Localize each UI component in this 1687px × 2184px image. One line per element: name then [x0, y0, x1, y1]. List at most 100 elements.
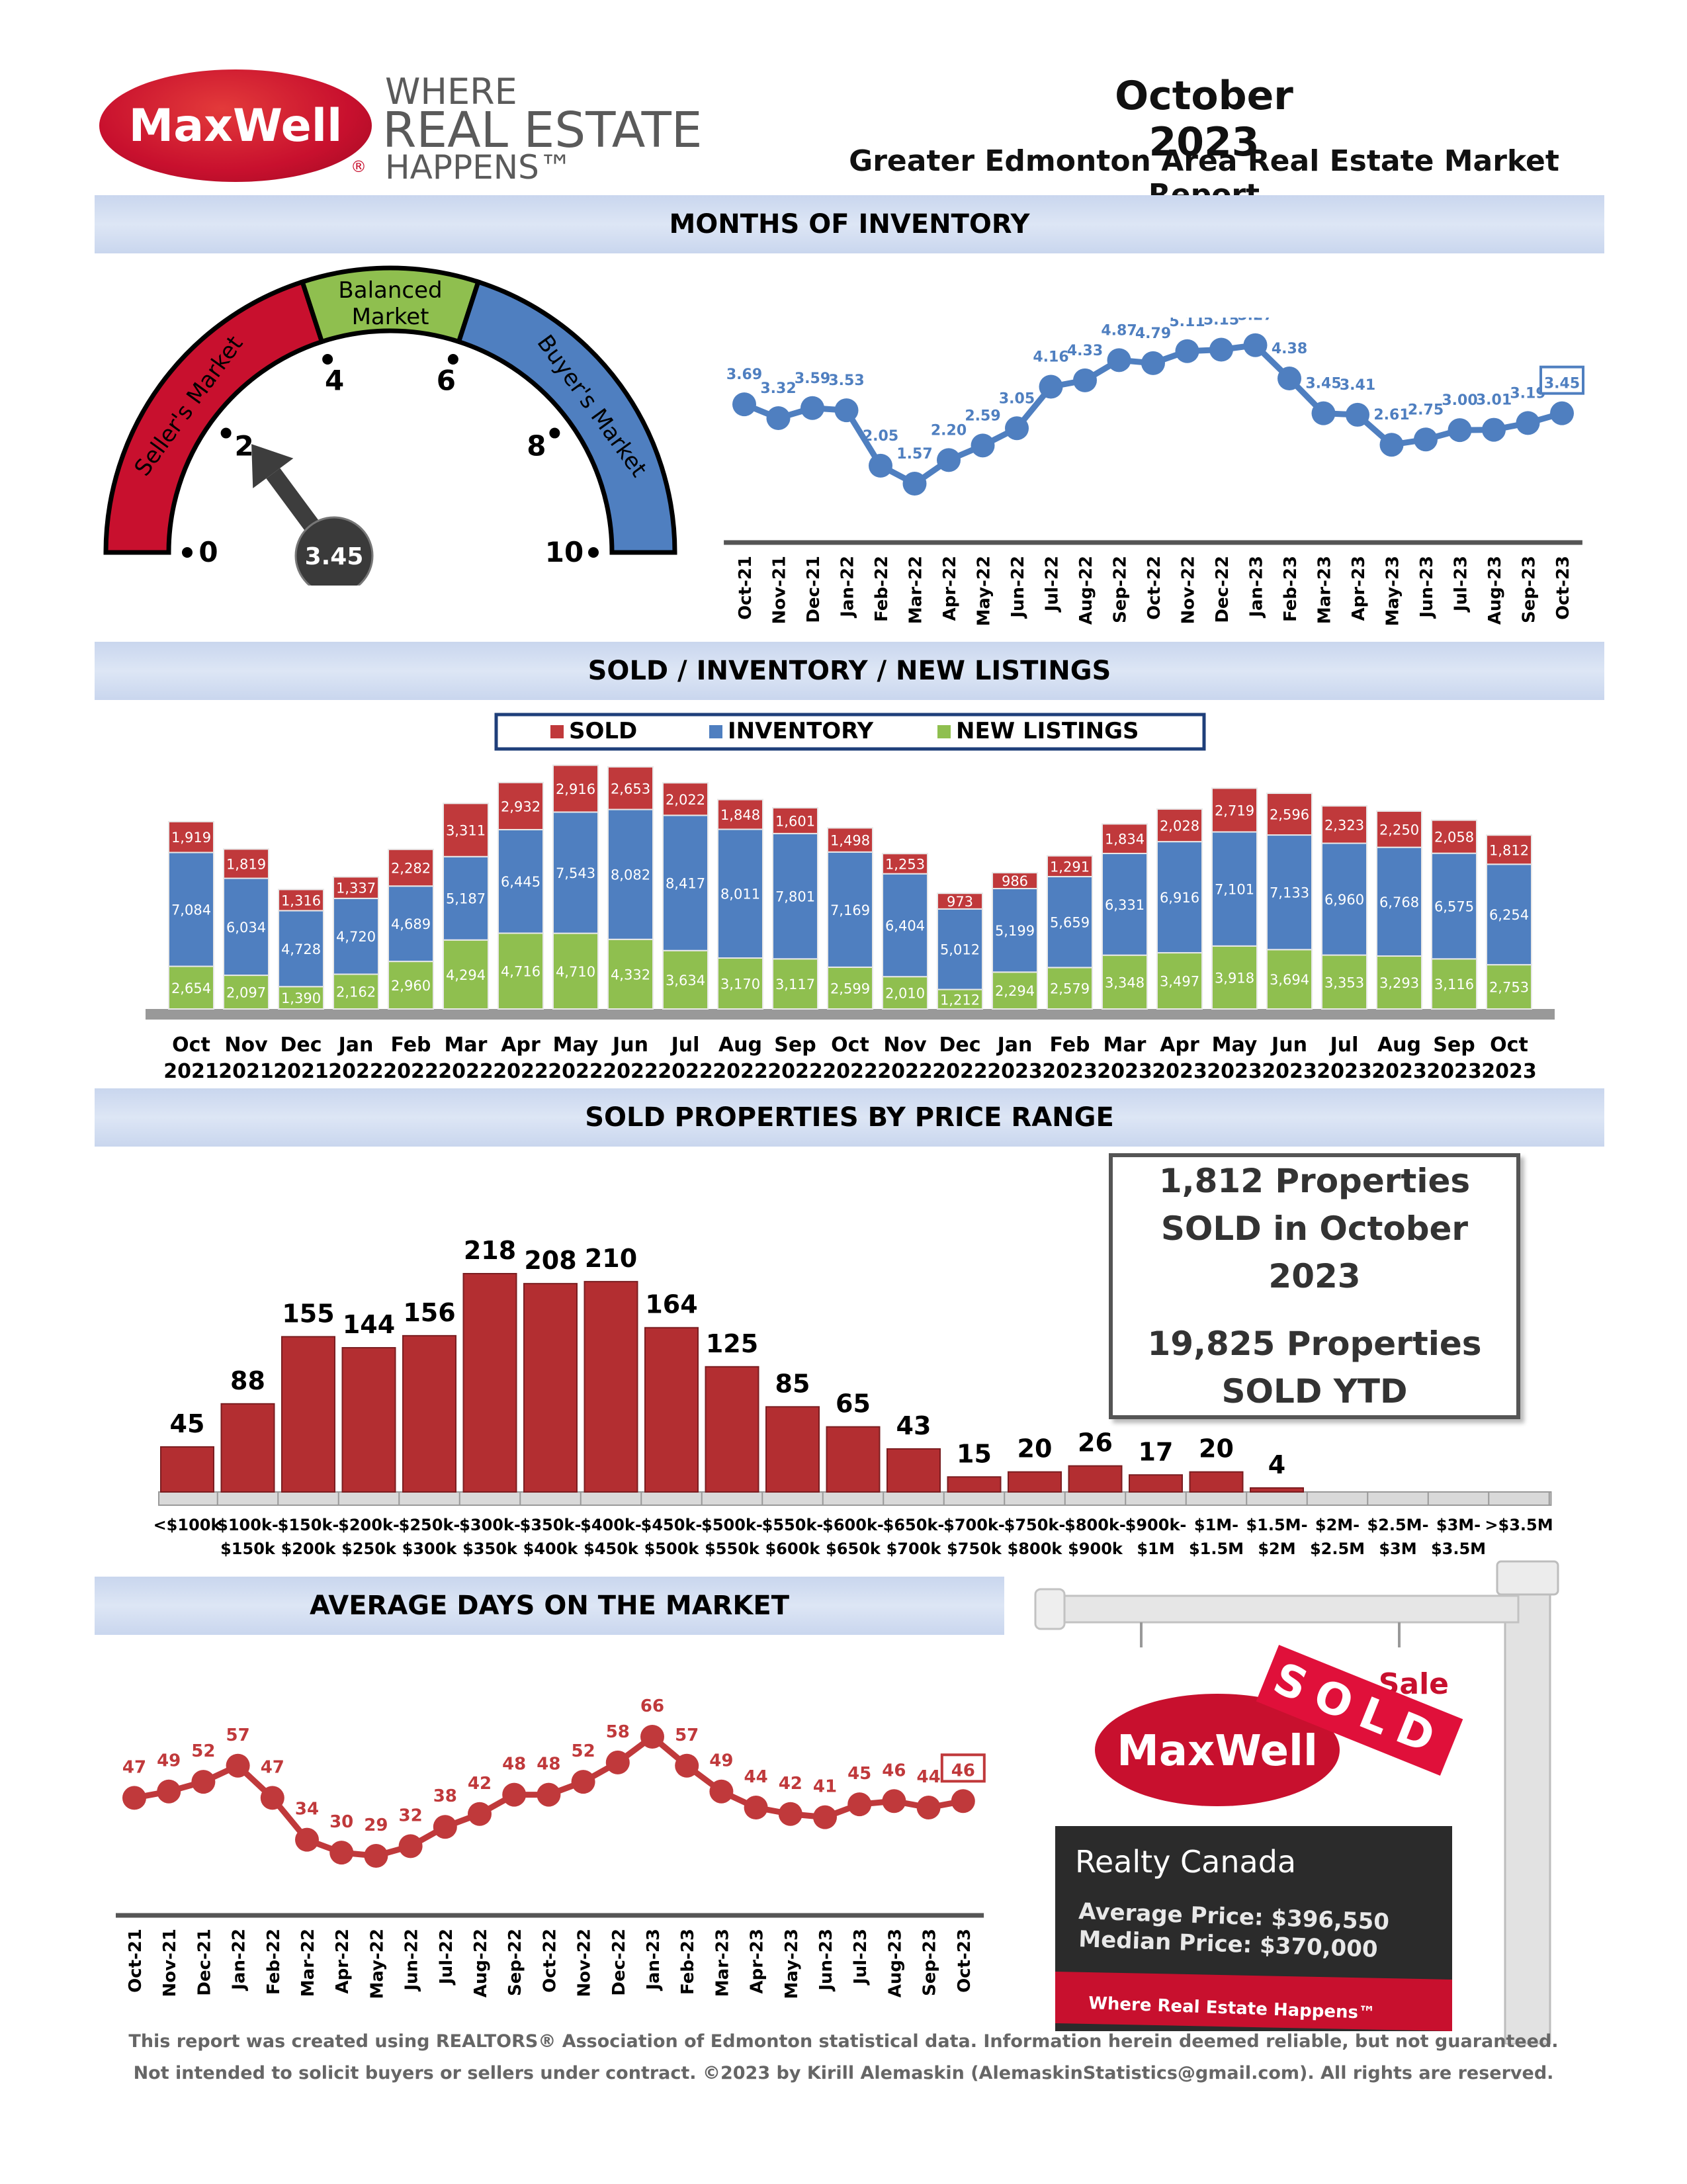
- stack-bar-sold: [827, 827, 873, 853]
- gauge-tick-label-0: 0: [198, 536, 218, 568]
- stack-x-year: 2022: [713, 1060, 768, 1083]
- moi-point: [1516, 411, 1540, 435]
- stack-x-year: 2023: [1481, 1060, 1537, 1083]
- stack-x-year: 2023: [1207, 1060, 1262, 1083]
- stack-bar-sold: [552, 764, 599, 813]
- price-tick-label: $1M: [1137, 1540, 1174, 1558]
- stack-bar-label: 2,097: [226, 985, 266, 1001]
- price-tick-label: $2.5M-: [1367, 1516, 1428, 1534]
- moi-data-label: 2.59: [965, 408, 1000, 424]
- stack-bar-inventory: [552, 811, 599, 934]
- dom-data-label: 34: [295, 1800, 319, 1819]
- sold-inventory-chart: SOLD INVENTORY NEW LISTINGS 2,654 7,084 1,919…: [146, 713, 1555, 1083]
- sign-brand: MaxWell: [1117, 1727, 1318, 1776]
- stack-bar-label: 2,323: [1324, 817, 1364, 833]
- stack-bar-new-listings: [1321, 954, 1367, 1010]
- dom-tick-label: Mar-22: [298, 1929, 318, 1997]
- stack-bar-inventory: [1431, 852, 1477, 960]
- stack-bar-label: 1,337: [336, 881, 376, 896]
- dom-data-label: 52: [572, 1741, 595, 1761]
- moi-tick-label: Jan-23: [1247, 556, 1267, 619]
- price-tick-label: $2M: [1258, 1540, 1295, 1558]
- stack-x-year: 2022: [383, 1060, 439, 1083]
- stack-bar-label: 2,058: [1434, 830, 1474, 846]
- dom-data-label: 32: [399, 1806, 423, 1825]
- stack-bar-label: 6,254: [1489, 907, 1529, 923]
- stack-x-year: 2021: [273, 1060, 329, 1083]
- gauge-needle-hub: [294, 516, 374, 586]
- moi-data-label: 2.05: [863, 428, 898, 445]
- dom-point: [191, 1770, 216, 1794]
- inventory-gauge: Seller's Market Buyer's MarketBalancedMar…: [103, 265, 677, 586]
- stack-x-month: Jul: [1329, 1033, 1359, 1057]
- gauge-zone-label-balanced-2: Market: [352, 304, 429, 330]
- moi-data-label: 3.32: [760, 380, 796, 397]
- price-bar-label: 4: [1268, 1450, 1285, 1479]
- stack-bar-new-listings: [827, 966, 873, 1010]
- price-bar-label: 26: [1078, 1428, 1113, 1458]
- stack-bar-label: 1,601: [775, 813, 815, 829]
- moi-data-label: 2.75: [1408, 402, 1444, 418]
- dom-tick-label: Apr-22: [333, 1929, 353, 1994]
- moi-tick-label: Feb-22: [872, 556, 892, 622]
- stack-x-year: 2023: [1371, 1060, 1427, 1083]
- stack-bar-label: 2,596: [1270, 807, 1309, 823]
- price-bar: [402, 1334, 456, 1493]
- stack-x-year: 2022: [932, 1060, 988, 1083]
- stack-bar-label: 3,311: [446, 823, 486, 839]
- stack-x-month: Nov: [224, 1033, 268, 1057]
- stack-bar-inventory: [827, 851, 873, 968]
- stack-bar-label: 7,133: [1270, 885, 1309, 901]
- stack-bar-inventory: [278, 910, 324, 988]
- tagline-line-3: HAPPENS™: [385, 148, 572, 187]
- stack-legend-label: INVENTORY: [728, 718, 874, 744]
- tagline-line-1: WHERE: [385, 71, 517, 112]
- moi-tick-label: Dec-21: [804, 556, 824, 623]
- months-inventory-chart: 3.69 Oct-21 3.32 Nov-21 3.59 Dec-21 3.53 Jan-22…: [724, 318, 1584, 627]
- moi-data-label: 4.79: [1135, 326, 1171, 342]
- gauge-tick-dot-6: [447, 354, 458, 365]
- price-bar: [765, 1406, 820, 1493]
- stack-bar-label: 8,011: [720, 887, 760, 902]
- gauge-tick-dot-10: [588, 547, 599, 558]
- stack-x-month: Sep: [774, 1033, 816, 1057]
- dom-tick-label: Feb-22: [264, 1929, 284, 1995]
- price-tick-label: $400k-: [580, 1516, 642, 1534]
- stack-bar-label: 7,543: [556, 865, 595, 881]
- stack-bar-new-listings: [1047, 967, 1093, 1010]
- moi-tick-label: Mar-23: [1315, 556, 1335, 624]
- price-tick-label: $3M-: [1436, 1516, 1481, 1534]
- stack-bar-label: 1,498: [830, 833, 870, 849]
- price-tick-label: $450k-: [641, 1516, 703, 1534]
- stack-x-year: 2023: [1097, 1060, 1152, 1083]
- stack-bar-inventory: [1486, 863, 1532, 966]
- moi-point: [1073, 368, 1097, 392]
- stack-x-year: 2021: [218, 1060, 274, 1083]
- tagline-line-2: REAL ESTATE: [382, 102, 703, 159]
- stack-bar-label: 3,116: [1434, 977, 1474, 992]
- price-tick-label: $800k: [1008, 1540, 1063, 1558]
- summary-sold-month: 1,812 Properties: [1158, 1162, 1471, 1200]
- stack-x-month: Oct: [831, 1033, 869, 1057]
- price-bar: [1008, 1471, 1062, 1493]
- sign-logo-oval: [1095, 1694, 1340, 1806]
- price-tick-label: $300k: [402, 1540, 458, 1558]
- moi-tick-label: May-23: [1383, 556, 1403, 627]
- moi-tick-label: Oct-23: [1553, 556, 1573, 620]
- moi-point: [766, 406, 791, 431]
- price-tick-label: $350k: [462, 1540, 518, 1558]
- moi-data-label: 3.69: [726, 367, 762, 383]
- dom-point: [778, 1802, 802, 1826]
- price-tick-label: $600k-: [822, 1516, 884, 1534]
- gauge-tick-dot-0: [182, 547, 193, 558]
- stack-bar-new-listings: [717, 957, 763, 1010]
- stack-bar-label: 7,801: [775, 889, 815, 905]
- stack-bar-label: 8,417: [666, 876, 705, 892]
- stack-x-year: 2021: [163, 1060, 219, 1083]
- stack-bar-label: 2,719: [1215, 803, 1254, 818]
- price-bar-label: 15: [957, 1439, 992, 1468]
- stack-x-year: 2022: [877, 1060, 933, 1083]
- price-bar: [341, 1347, 396, 1493]
- stack-bar-new-listings: [1211, 945, 1258, 1010]
- stack-x-month: Mar: [445, 1033, 488, 1057]
